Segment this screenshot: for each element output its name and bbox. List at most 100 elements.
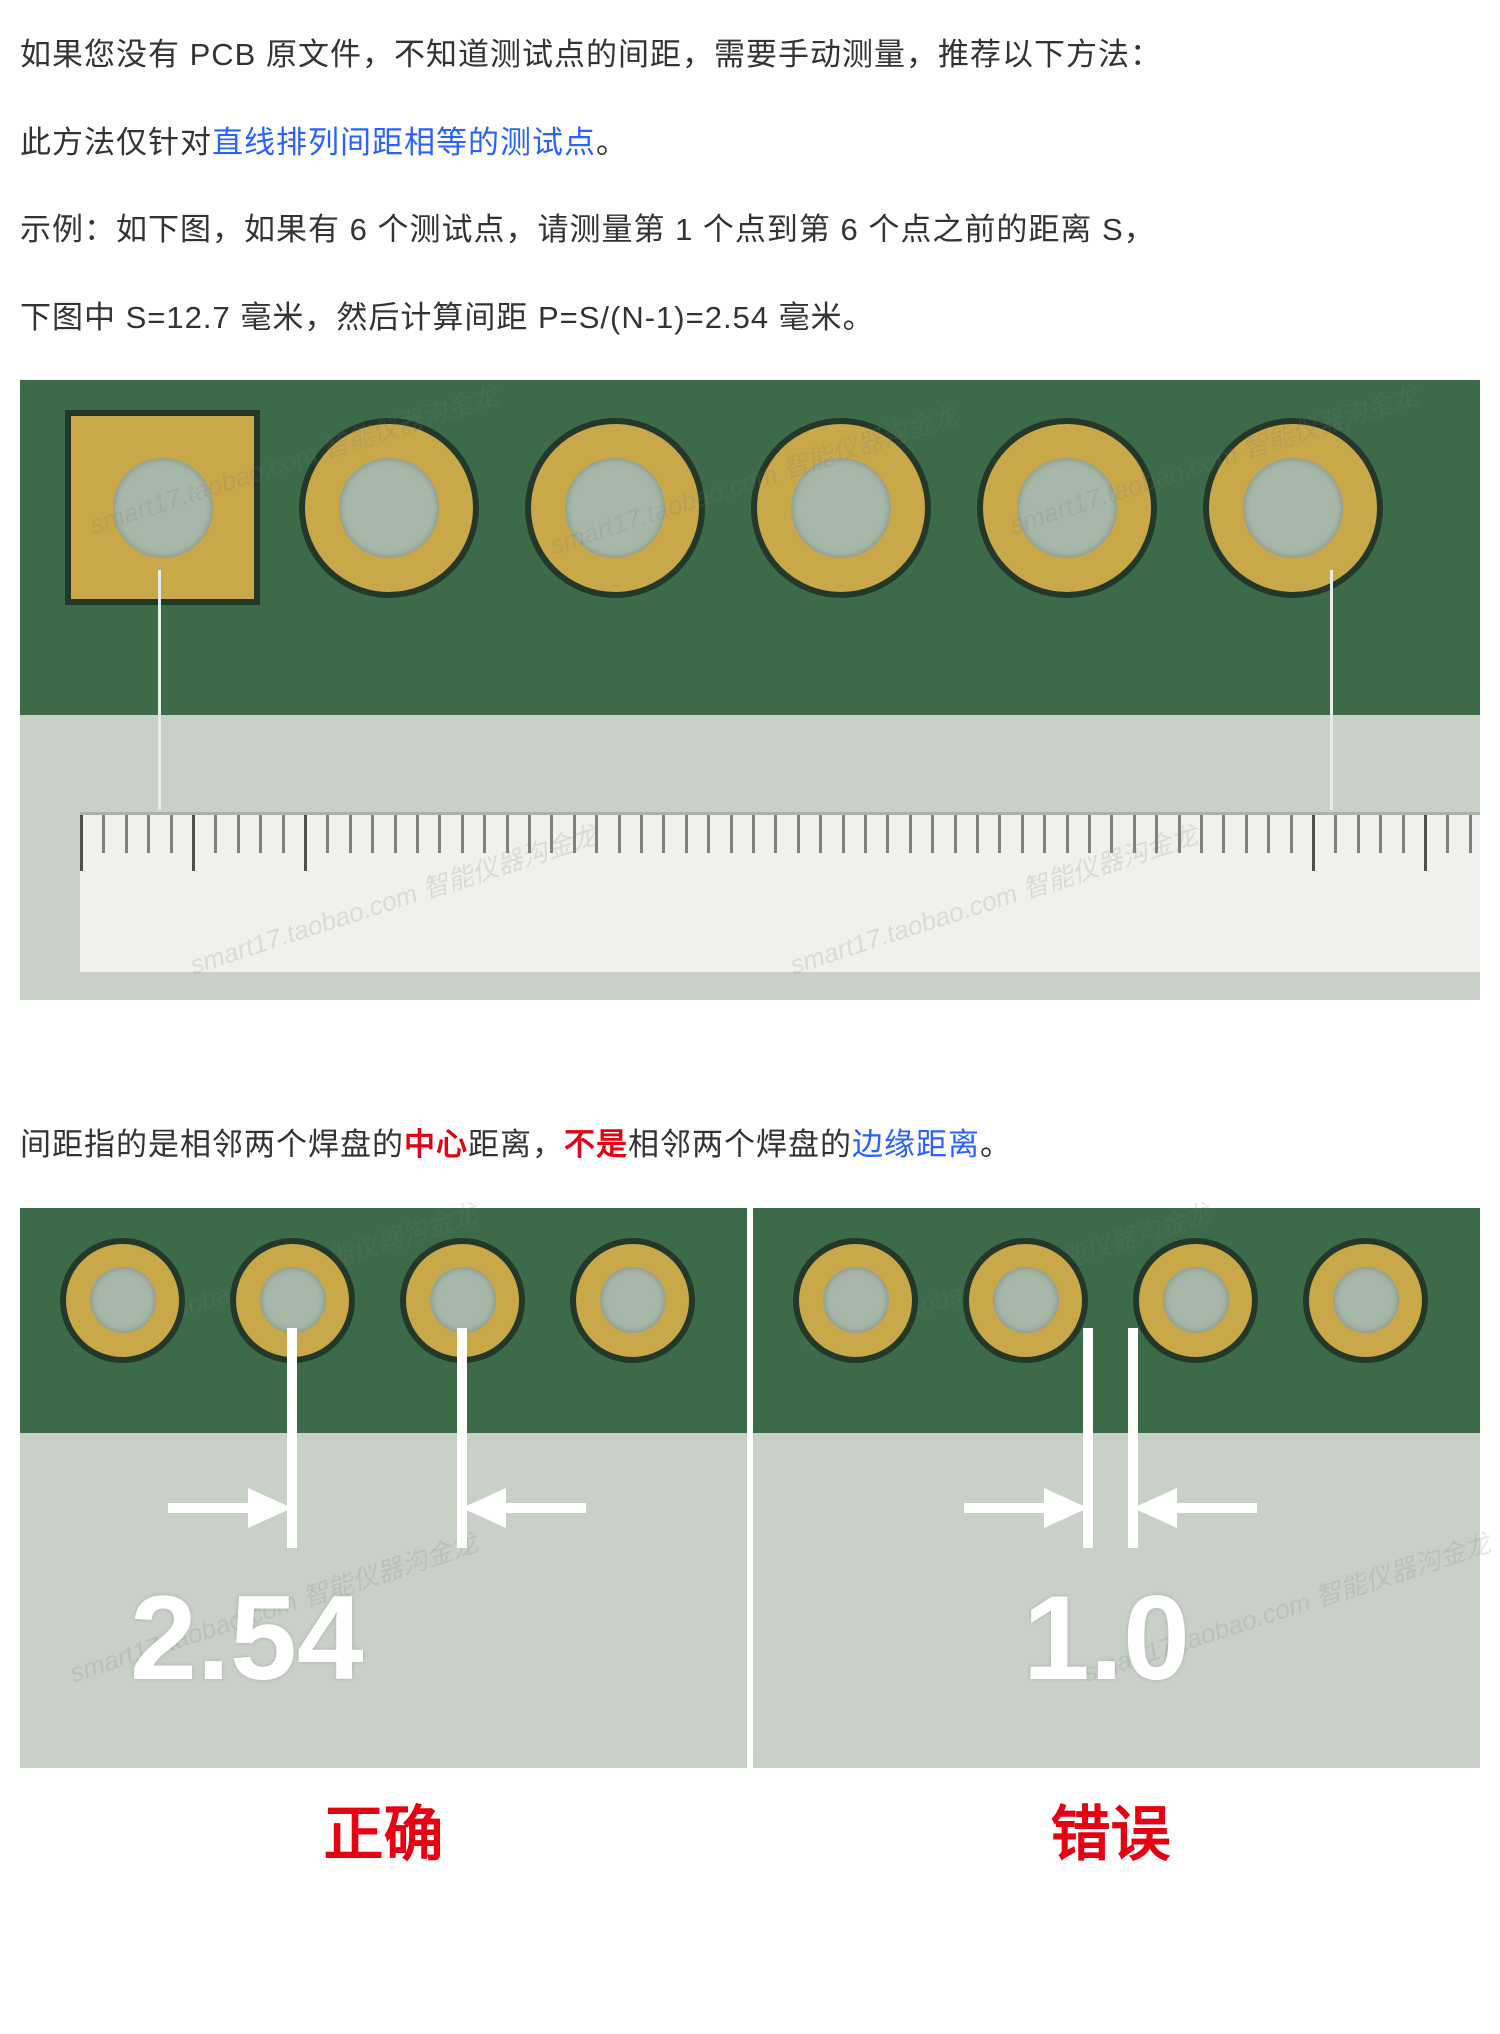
test-pad [525,418,705,598]
test-pad [751,418,931,598]
arrow-right-icon [1044,1488,1088,1528]
pad-hole [1163,1267,1229,1333]
pad-hole [113,458,213,558]
measurement-lead-last [1330,570,1333,810]
ruler [80,812,1480,972]
pad-hole [993,1267,1059,1333]
ruler-tick-major [80,815,83,871]
ruler-tick-minor [550,815,553,853]
ruler-tick-minor [1021,815,1024,853]
example-paragraph-1: 示例：如下图，如果有 6 个测试点，请测量第 1 个点到第 6 个点之前的距离 … [20,205,1480,255]
ruler-tick-minor [416,815,419,853]
ruler-tick-major [304,815,307,871]
measurement-lead-first [158,570,161,810]
ruler-tick-minor [774,815,777,853]
ruler-tick-minor [886,815,889,853]
intro-paragraph-2: 此方法仅针对直线排列间距相等的测试点。 [20,118,1480,168]
ruler-tick-minor [506,815,509,853]
test-pad-square [65,410,260,605]
ruler-tick-minor [237,815,240,853]
ruler-tick-minor [1133,815,1136,853]
ruler-tick-minor [976,815,979,853]
ruler-tick-minor [394,815,397,853]
ruler-tick-minor [797,815,800,853]
def-center: 中心 [404,1127,468,1162]
pad-hole [339,458,439,558]
ruler-tick-minor [842,815,845,853]
ruler-tick-minor [259,815,262,853]
ruler-tick-minor [1200,815,1203,853]
ruler-tick-minor [528,815,531,853]
ruler-tick-minor [998,815,1001,853]
ruler-tick-minor [1178,815,1181,853]
panel-wrong: smart17.taobao.com 智能仪器沟金龙 smart17.taoba… [753,1208,1480,1768]
ruler-tick-minor [1446,815,1449,853]
def-f: 。 [980,1127,1012,1162]
ruler-tick-minor [483,815,486,853]
dimension-value-correct: 2.54 [130,1578,364,1698]
panel-correct: smart17.taobao.com 智能仪器沟金龙 smart17.taoba… [20,1208,747,1768]
dimension-line [506,1503,586,1513]
dimension-line [964,1503,1044,1513]
p2-post: 。 [596,125,628,160]
pad-hole [430,1267,496,1333]
arrow-left-icon [1133,1488,1177,1528]
ruler-tick-minor [125,815,128,853]
test-pad [963,1238,1088,1363]
test-pad [977,418,1157,598]
ruler-tick-major [1312,815,1315,871]
ruler-tick-major [192,815,195,871]
caption-row: 正确 错误 [20,1786,1480,1873]
definition-paragraph: 间距指的是相邻两个焊盘的中心距离，不是相邻两个焊盘的边缘距离。 [20,1120,1480,1170]
ruler-tick-minor [1222,815,1225,853]
ruler-tick-minor [371,815,374,853]
ruler-tick-major [1424,815,1427,871]
inline-link-test-points[interactable]: 直线排列间距相等的测试点 [212,125,596,160]
ruler-tick-minor [1066,815,1069,853]
ruler-tick-minor [102,815,105,853]
pad-hole [1333,1267,1399,1333]
dimension-line [1177,1503,1257,1513]
test-pad [570,1238,695,1363]
pad-hole [600,1267,666,1333]
ruler-tick-minor [214,815,217,853]
ruler-tick-minor [1155,815,1158,853]
figure-ruler-measurement: smart17.taobao.com 智能仪器沟金龙 smart17.taoba… [20,380,1480,1000]
ruler-tick-minor [1110,815,1113,853]
ruler-tick-minor [349,815,352,853]
inline-link-edge-distance[interactable]: 边缘距离 [852,1127,980,1162]
ruler-tick-minor [1267,815,1270,853]
figure-correct-vs-wrong: smart17.taobao.com 智能仪器沟金龙 smart17.taoba… [20,1208,1480,1768]
ruler-tick-minor [662,815,665,853]
ruler-tick-minor [1357,815,1360,853]
def-e: 相邻两个焊盘的 [628,1127,852,1162]
ruler-tick-minor [752,815,755,853]
ruler-tick-minor [954,815,957,853]
ruler-tick-minor [707,815,710,853]
ruler-tick-minor [573,815,576,853]
test-pad [1303,1238,1428,1363]
ruler-tick-minor [685,815,688,853]
ruler-tick-minor [461,815,464,853]
p2-pre: 此方法仅针对 [20,125,212,160]
caption-correct: 正确 [20,1786,747,1873]
test-pad [1203,418,1383,598]
arrow-right-icon [248,1488,292,1528]
ruler-tick-minor [595,815,598,853]
test-pad [60,1238,185,1363]
intro-paragraph-1: 如果您没有 PCB 原文件，不知道测试点的间距，需要手动测量，推荐以下方法： [20,30,1480,80]
dimension-value-wrong: 1.0 [1023,1578,1190,1698]
pad-hole [260,1267,326,1333]
ruler-tick-minor [1469,815,1472,853]
test-pad [1133,1238,1258,1363]
def-a: 间距指的是相邻两个焊盘的 [20,1127,404,1162]
dimension-line [168,1503,248,1513]
ruler-tick-minor [618,815,621,853]
ruler-tick-minor [730,815,733,853]
ruler-tick-minor [1402,815,1405,853]
ruler-tick-minor [864,815,867,853]
pad-hole [791,458,891,558]
pad-hole [565,458,665,558]
example-paragraph-2: 下图中 S=12.7 毫米，然后计算间距 P=S/(N-1)=2.54 毫米。 [20,293,1480,343]
caption-wrong: 错误 [747,1786,1474,1873]
